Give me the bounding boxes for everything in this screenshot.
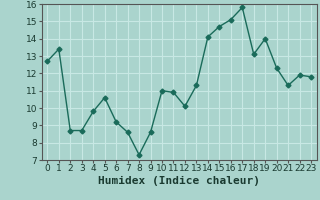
X-axis label: Humidex (Indice chaleur): Humidex (Indice chaleur) — [98, 176, 260, 186]
